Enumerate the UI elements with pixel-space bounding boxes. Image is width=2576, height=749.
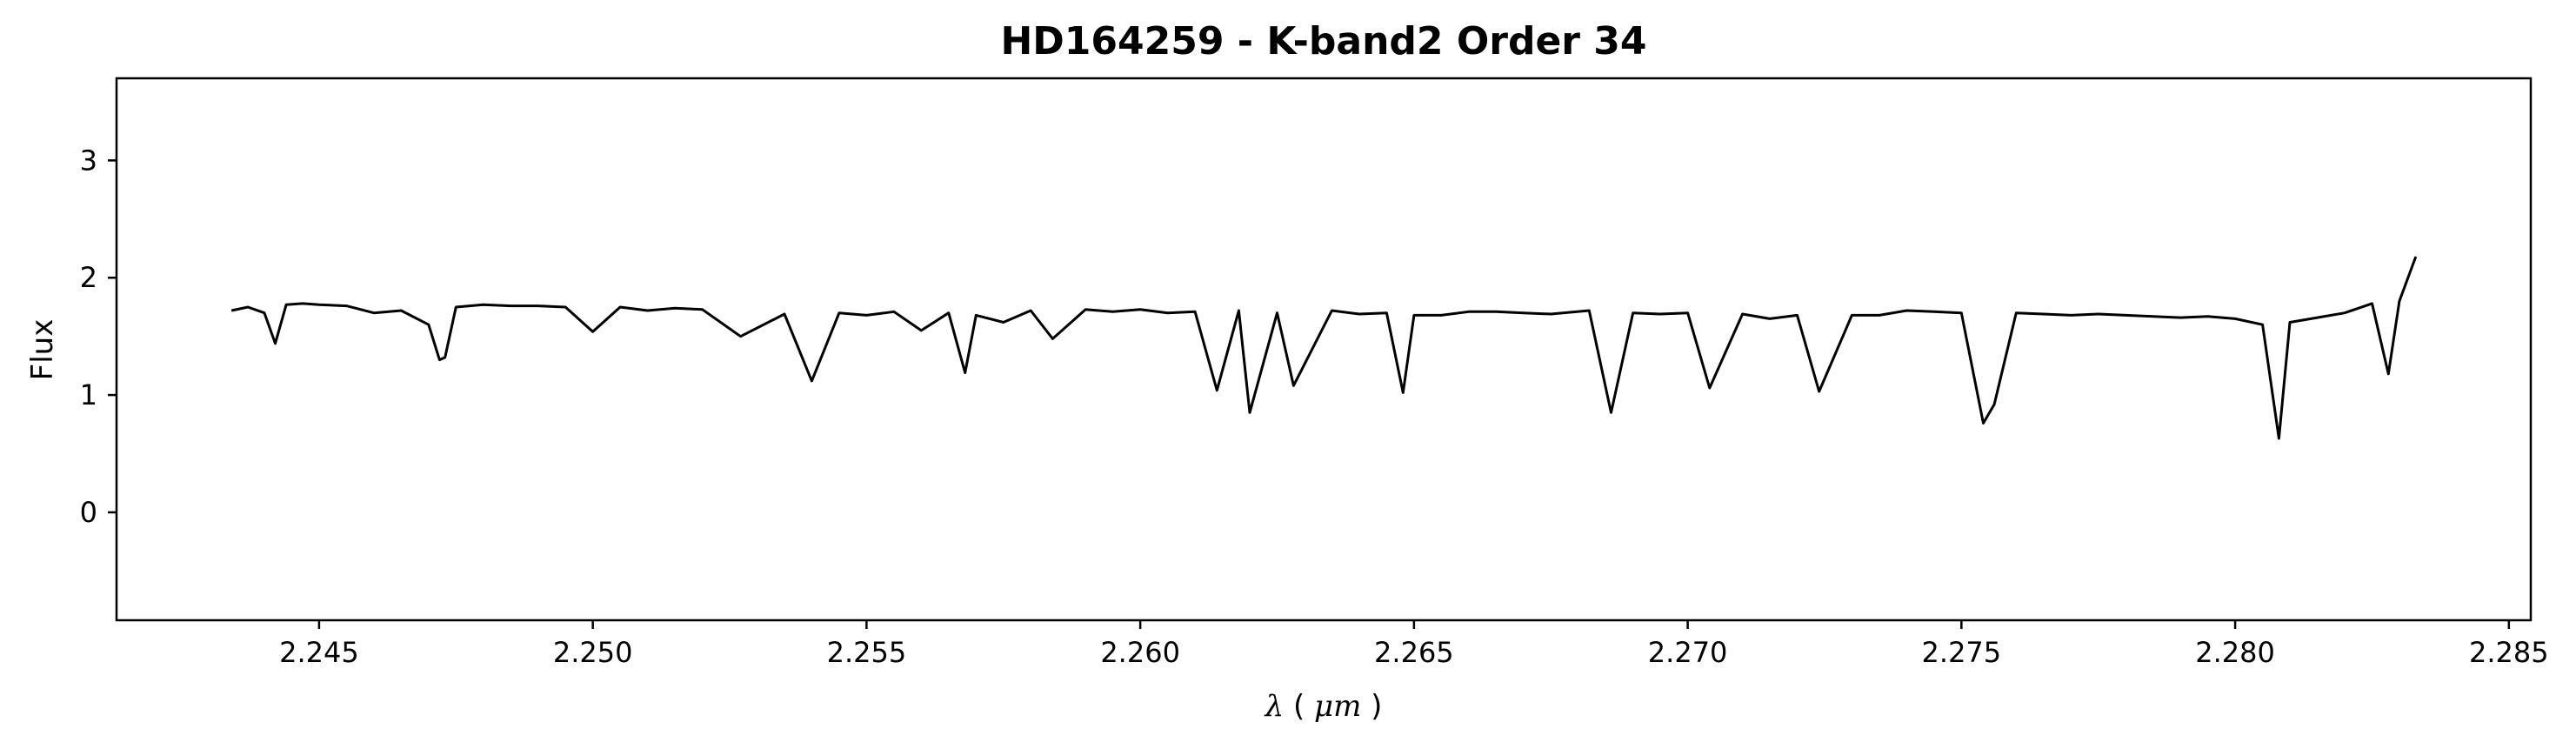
x-axis-label-unit: μm — [1314, 689, 1361, 724]
y-tick-label: 1 — [80, 378, 97, 411]
x-tick-label: 2.255 — [827, 636, 907, 669]
y-tick-label: 0 — [80, 496, 97, 529]
x-tick-label: 2.250 — [553, 636, 633, 669]
x-axis: 2.245 2.250 2.255 2.260 2.265 2.270 2.275 2.280… — [279, 620, 2549, 669]
x-tick-label: 2.280 — [2195, 636, 2275, 669]
x-tick-label: 2.265 — [1374, 636, 1454, 669]
x-axis-label-open: ( — [1293, 689, 1305, 724]
x-tick-label: 2.275 — [1922, 636, 2002, 669]
y-tick-label: 3 — [80, 144, 97, 177]
x-tick-label: 2.260 — [1100, 636, 1180, 669]
y-tick-label: 2 — [80, 261, 97, 294]
plot-frame — [115, 77, 2533, 622]
x-axis-label-symbol: λ — [1264, 689, 1285, 724]
x-axis-label: λ ( μm ) — [1264, 689, 1383, 724]
x-tick-label: 2.245 — [279, 636, 359, 669]
spectrum-line-0 — [230, 256, 2418, 440]
y-axis: 0 1 2 3 — [80, 144, 117, 529]
x-axis-label-close: ) — [1371, 689, 1382, 724]
chart-title: HD164259 - K-band2 Order 34 — [1000, 19, 1646, 64]
x-tick-label: 2.270 — [1648, 636, 1728, 669]
y-axis-label: Flux — [25, 319, 60, 381]
x-tick-label: 2.285 — [2469, 636, 2549, 669]
spectrum-layer — [230, 256, 2418, 440]
